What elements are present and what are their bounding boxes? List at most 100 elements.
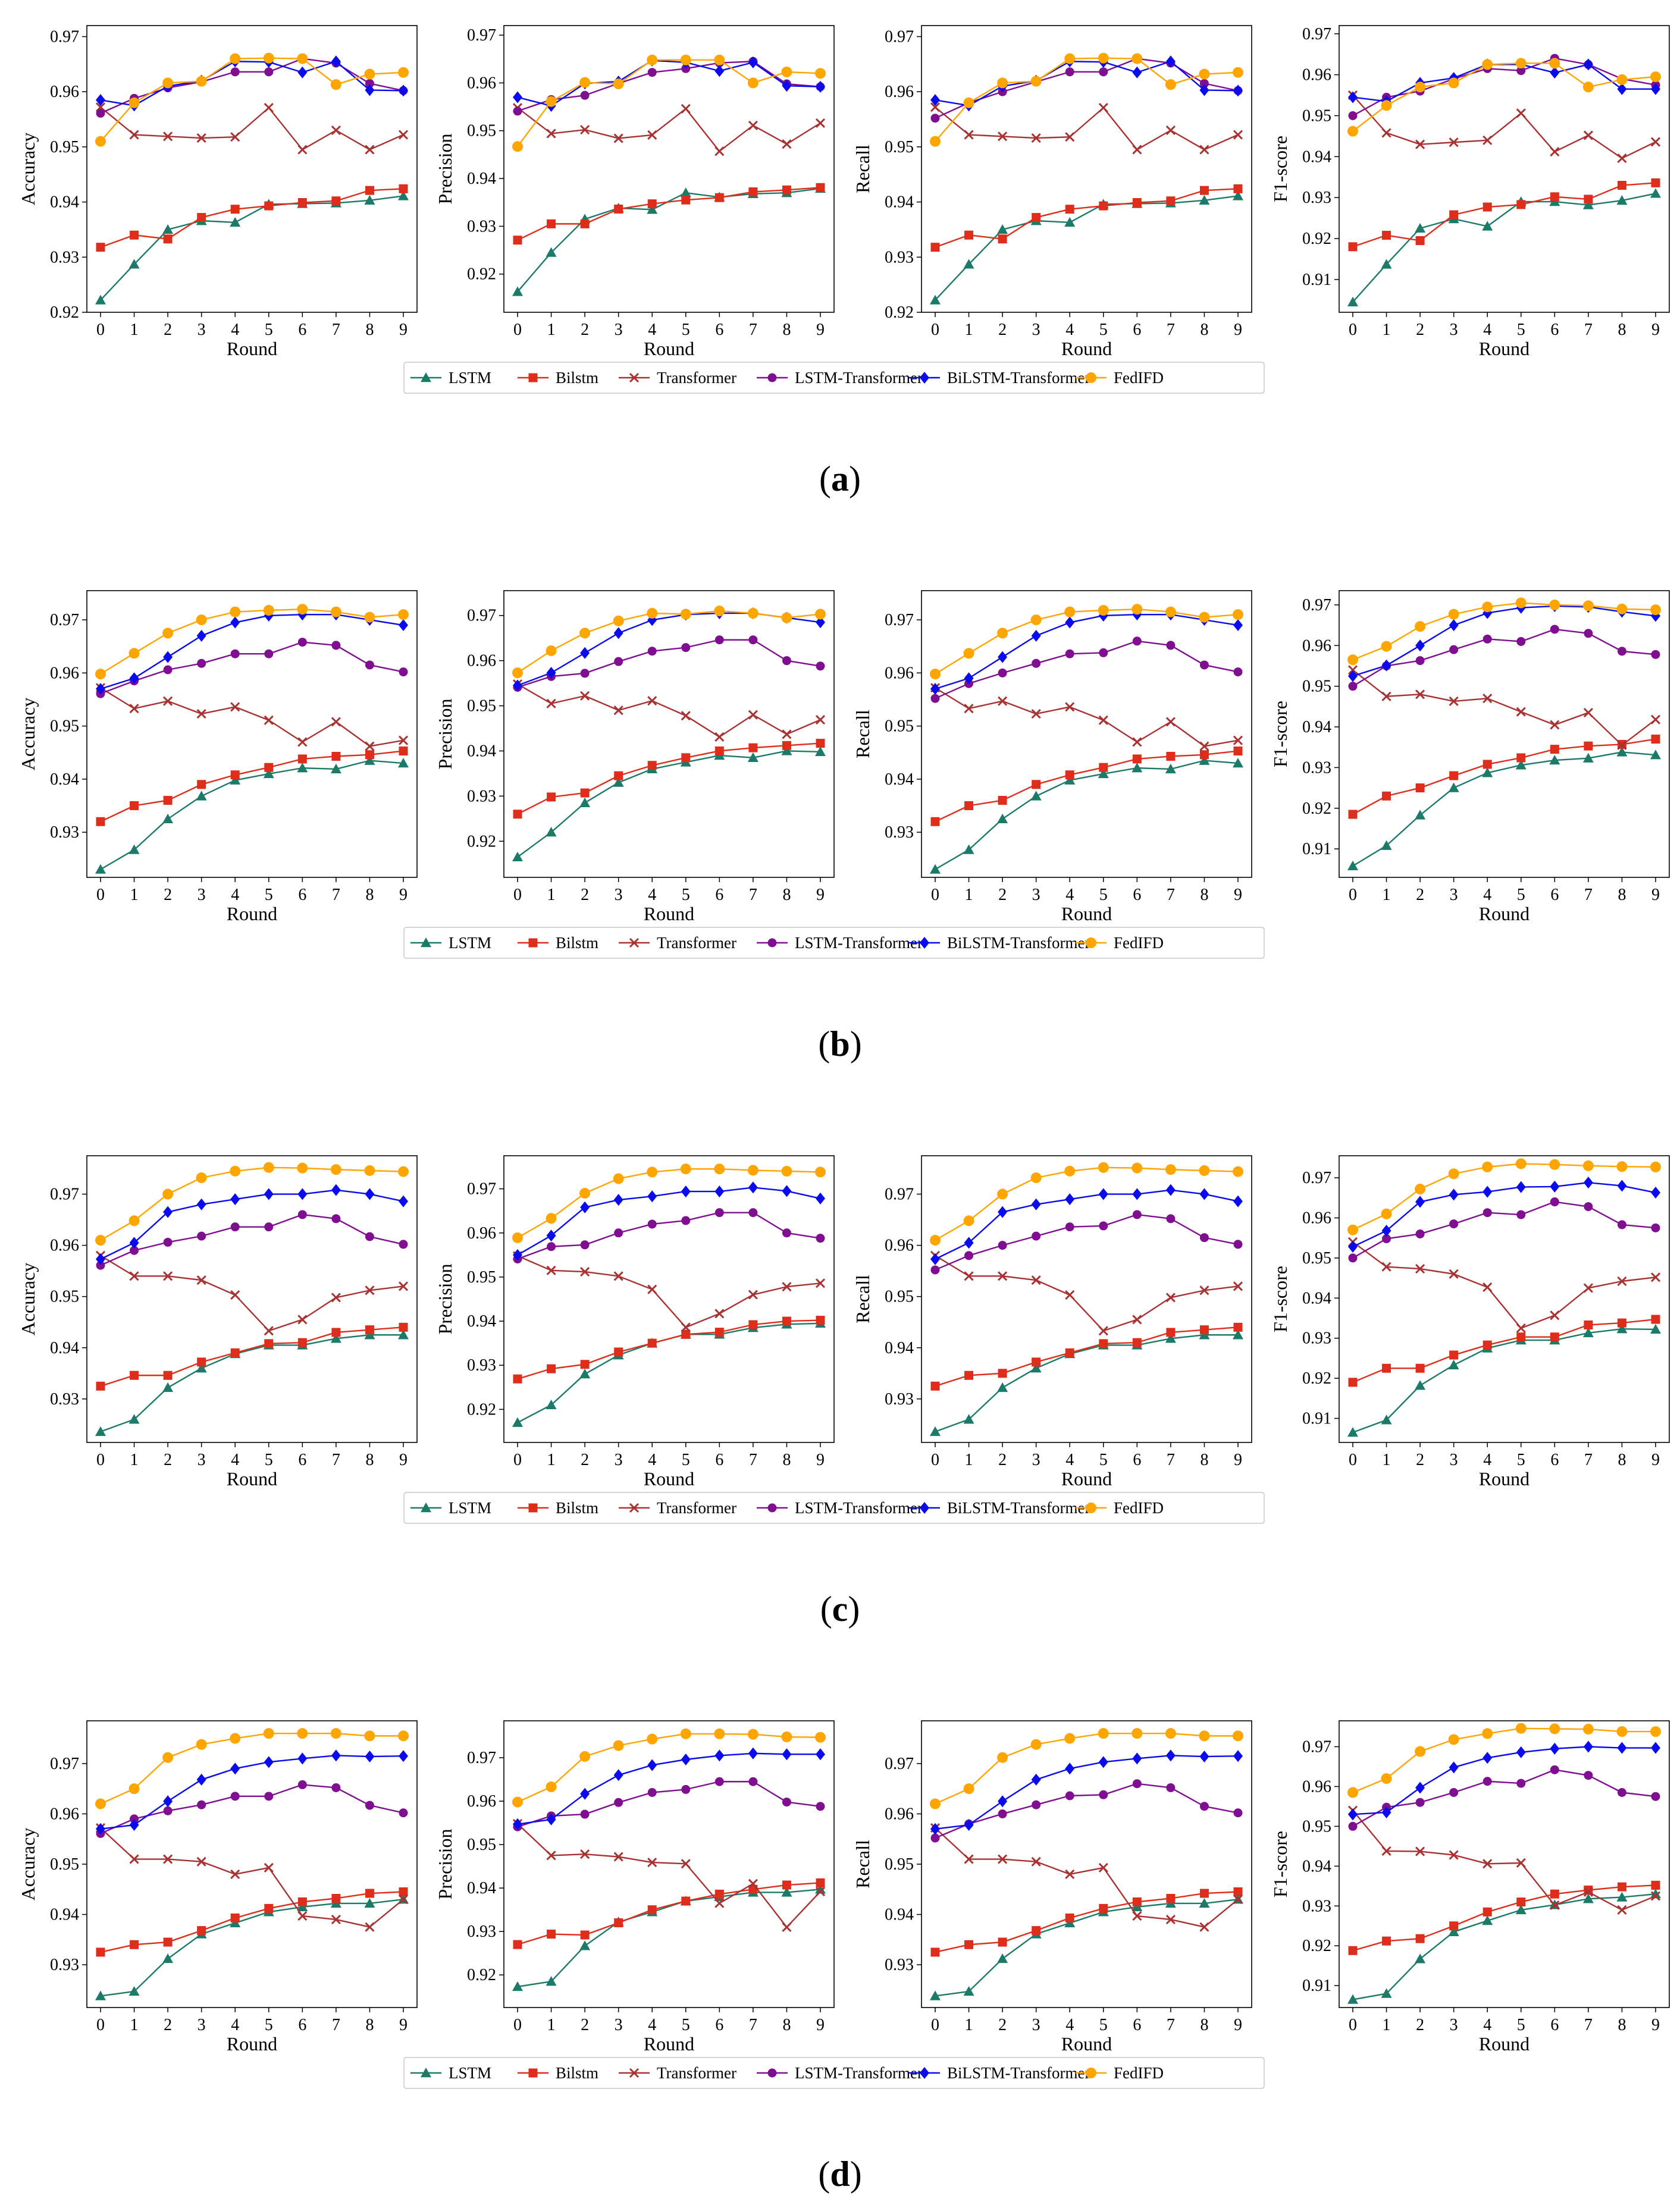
data-point-fedifd (1347, 126, 1358, 137)
data-point-transformer (748, 1878, 758, 1889)
data-point-lstm (512, 1981, 523, 1991)
data-point-transformer (815, 118, 826, 128)
data-point-fedifd (1448, 609, 1459, 620)
y-axis-label: Accuracy (17, 1828, 39, 1901)
data-point-fedifd (364, 1165, 375, 1176)
x-tick-label: 0 (513, 2016, 522, 2034)
data-point-bilstm (1516, 200, 1526, 209)
y-tick-label: 0.95 (885, 138, 914, 156)
data-point-fedifd (613, 1740, 624, 1751)
data-point-transformer (714, 732, 725, 742)
data-point-lstm-transformer (1348, 1253, 1358, 1263)
y-tick-label: 0.97 (1302, 596, 1331, 614)
data-point-fedifd (1233, 1730, 1243, 1742)
data-point-bilstm (96, 1947, 105, 1957)
data-point-lstm-transformer (230, 649, 240, 658)
data-point-bilstm-transformer (816, 1748, 825, 1761)
data-point-lstm-transformer (1166, 1214, 1176, 1224)
x-tick-label: 8 (1200, 886, 1208, 904)
data-point-bilstm-transformer (748, 56, 758, 68)
series-line-bilstm (1352, 1318, 1656, 1383)
data-point-lstm-transformer (614, 1228, 623, 1238)
x-tick-label: 5 (1517, 321, 1525, 339)
series-line-bilstm (517, 1882, 821, 1946)
data-point-lstm-transformer (547, 1242, 556, 1252)
data-point-bilstm (1132, 754, 1142, 764)
data-point-lstm-transformer (580, 1809, 590, 1819)
series-transformer (930, 683, 1243, 751)
x-axis-label: Round (1061, 2033, 1112, 2055)
series-line-bilstm (935, 750, 1239, 823)
x-tick-label: 3 (1450, 886, 1458, 904)
x-tick-label: 0 (96, 1451, 105, 1469)
data-point-fedifd (1415, 621, 1426, 632)
x-tick-label: 0 (931, 321, 939, 339)
data-point-fedifd (963, 1215, 974, 1227)
data-point-transformer (1132, 737, 1142, 747)
data-point-bilstm-transformer (748, 1747, 758, 1759)
y-tick-label: 0.96 (1302, 636, 1331, 655)
series-bilstm-transformer (513, 54, 825, 112)
data-point-bilstm (1099, 1903, 1108, 1913)
data-point-transformer (1583, 1283, 1593, 1293)
data-point-fedifd (263, 1162, 274, 1173)
x-tick-label: 3 (1032, 886, 1040, 904)
data-point-lstm (1381, 1988, 1392, 1998)
series-transformer (512, 1819, 826, 1932)
data-point-fedifd (162, 628, 174, 639)
data-point-lstm-transformer (1584, 1202, 1593, 1212)
data-point-lstm (263, 768, 274, 779)
data-point-bilstm-transformer (580, 647, 590, 659)
x-tick-label: 1 (547, 1451, 556, 1469)
data-point-bilstm (1415, 783, 1425, 793)
series-bilstm (1348, 1315, 1660, 1387)
x-tick-label: 3 (615, 1451, 623, 1469)
data-point-fedifd (546, 645, 557, 656)
data-point-lstm (930, 1426, 941, 1436)
series-bilstm (930, 746, 1243, 826)
x-tick-label: 0 (1349, 1451, 1357, 1469)
y-tick-label: 0.93 (467, 1356, 496, 1375)
data-point-fedifd (196, 1739, 207, 1750)
data-point-bilstm (1233, 1322, 1243, 1332)
data-point-lstm-transformer (264, 1222, 274, 1232)
series-line-bilstm (100, 1891, 404, 1953)
data-point-fedifd (128, 1783, 140, 1795)
y-tick-label: 0.93 (50, 248, 79, 266)
data-point-transformer (1031, 709, 1041, 719)
data-point-lstm (1381, 840, 1392, 850)
data-point-lstm (1582, 199, 1594, 209)
legend-swatch-marker (920, 937, 929, 949)
data-point-bilstm-transformer (613, 627, 623, 639)
data-point-bilstm (297, 754, 307, 764)
data-point-lstm-transformer (331, 1783, 341, 1792)
y-tick-label: 0.97 (1302, 1738, 1331, 1757)
data-point-fedifd (1347, 1787, 1358, 1798)
series-fedifd (512, 1728, 826, 1808)
series-bilstm (513, 739, 825, 819)
data-point-bilstm (748, 1320, 758, 1329)
data-point-lstm-transformer (96, 108, 105, 118)
legend-label: Bilstm (556, 1499, 598, 1517)
data-point-bilstm (365, 1889, 374, 1898)
data-point-fedifd (364, 611, 375, 623)
data-point-transformer (1449, 1850, 1459, 1860)
x-tick-label: 9 (1651, 886, 1660, 904)
series-lstm (512, 745, 826, 862)
data-point-fedifd (781, 1165, 792, 1177)
x-tick-label: 4 (1065, 1451, 1074, 1469)
y-tick-label: 0.95 (885, 1855, 914, 1874)
data-point-lstm (1132, 1901, 1143, 1912)
data-point-lstm-transformer (1348, 111, 1358, 120)
data-point-bilstm-transformer (964, 672, 974, 685)
data-point-lstm (1616, 1892, 1628, 1902)
data-point-bilstm (782, 741, 791, 750)
data-point-bilstm-transformer (1550, 67, 1560, 79)
data-point-transformer (1583, 708, 1593, 718)
y-tick-label: 0.94 (885, 1906, 914, 1924)
data-point-fedifd (1381, 641, 1392, 652)
data-point-bilstm-transformer (816, 1192, 825, 1205)
data-point-bilstm-transformer (365, 1751, 375, 1763)
series-line-transformer (517, 683, 821, 738)
data-point-bilstm (1032, 1926, 1041, 1936)
